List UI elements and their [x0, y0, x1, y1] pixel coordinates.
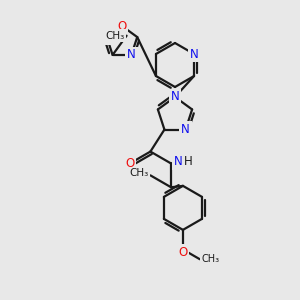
Text: O: O — [117, 20, 127, 32]
Text: O: O — [125, 157, 134, 170]
Text: CH₃: CH₃ — [129, 168, 148, 178]
Text: H: H — [184, 155, 193, 168]
Text: CH₃: CH₃ — [202, 254, 220, 264]
Text: N: N — [171, 91, 179, 103]
Text: N: N — [174, 155, 183, 168]
Text: N: N — [190, 47, 198, 61]
Text: N: N — [102, 31, 111, 44]
Text: N: N — [127, 48, 136, 62]
Text: CH₃: CH₃ — [105, 31, 124, 41]
Text: O: O — [178, 246, 188, 259]
Text: N: N — [181, 123, 190, 136]
